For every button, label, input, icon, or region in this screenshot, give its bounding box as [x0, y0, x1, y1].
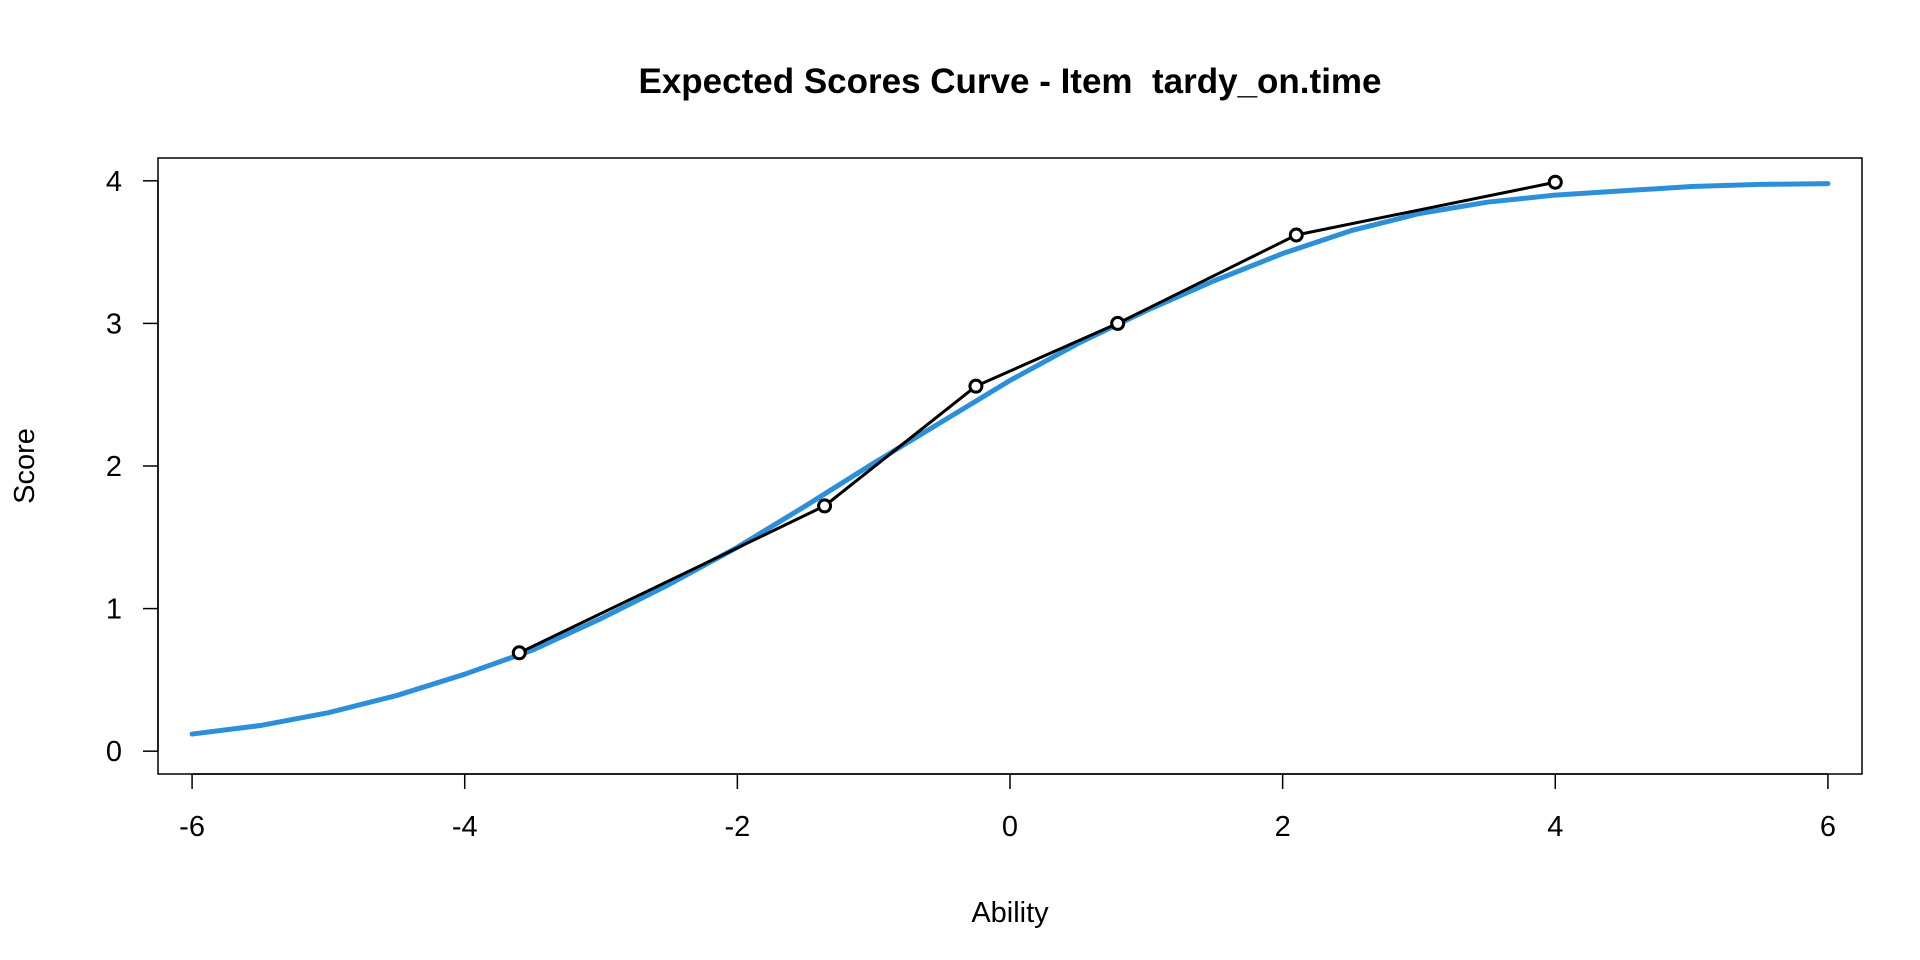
observed-score-point	[968, 378, 984, 394]
y-tick-label: 3	[106, 308, 122, 340]
observed-score-point	[1547, 174, 1563, 190]
chart-title: Expected Scores Curve - Item tardy_on.ti…	[638, 62, 1381, 101]
x-tick-label: 0	[1002, 811, 1018, 843]
observed-score-point	[1288, 227, 1304, 243]
y-tick-label: 4	[106, 166, 122, 198]
observed-score-point	[817, 498, 833, 514]
y-axis-label: Score	[9, 428, 41, 504]
observed-score-point	[1110, 315, 1126, 331]
plot-frame	[157, 157, 1863, 775]
x-tick-label: 6	[1820, 811, 1836, 843]
x-tick-label: -2	[724, 811, 750, 843]
x-tick-label: -6	[179, 811, 205, 843]
x-axis-label: Ability	[971, 897, 1049, 929]
x-tick-label: 4	[1547, 811, 1563, 843]
x-axis: -6 -4 -2 0 2 4 6	[179, 773, 1836, 843]
expected-score-curve	[189, 181, 1831, 737]
y-tick-label: 0	[106, 736, 122, 768]
observed-score-line	[518, 180, 1556, 655]
x-tick-label: -4	[452, 811, 478, 843]
y-axis: 0 1 2 3 4	[106, 166, 159, 768]
observed-score-point	[511, 645, 527, 661]
y-tick-label: 2	[106, 451, 122, 483]
x-tick-label: 2	[1275, 811, 1291, 843]
y-tick-label: 1	[106, 594, 122, 626]
plot-series	[189, 174, 1831, 737]
